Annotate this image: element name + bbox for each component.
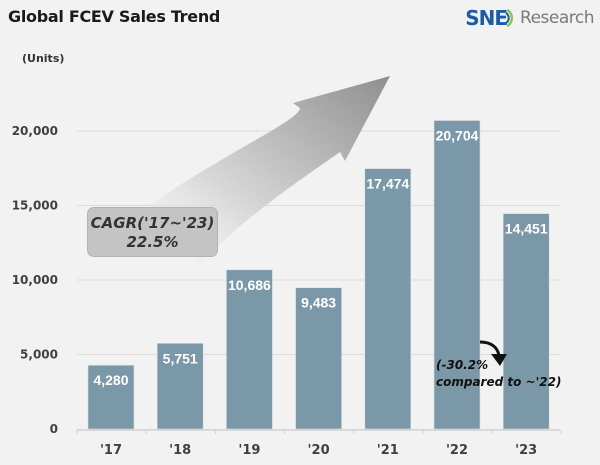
y-axis-unit-label: (Units) <box>22 52 65 65</box>
y-tick-label: 0 <box>50 422 58 436</box>
x-tick-label: '23 <box>515 443 537 458</box>
y-tick-label: 20,000 <box>12 124 58 138</box>
x-tick-label: '20 <box>308 443 330 458</box>
x-tick-label: '19 <box>238 443 260 458</box>
bar-23 <box>502 213 550 430</box>
logo-brand: SNE <box>465 6 508 30</box>
logo-arc-icon <box>505 7 519 29</box>
x-tick-label: '18 <box>169 443 191 458</box>
x-tick-label: '22 <box>446 443 468 458</box>
y-tick-label: 10,000 <box>12 273 58 287</box>
y-tick-label: 15,000 <box>12 199 58 213</box>
bar-value-label: 4,280 <box>93 372 128 388</box>
bar-value-label: 10,686 <box>228 277 271 293</box>
cagr-period: CAGR('17~'23) <box>90 214 215 232</box>
decline-arrow-icon <box>479 340 507 366</box>
bar-value-label: 20,704 <box>436 128 479 144</box>
x-axis: '17 '18 '19 '20 '21 '22 '23 <box>76 429 562 458</box>
x-tick-label: '17 <box>100 443 122 458</box>
bar-value-label: 5,751 <box>163 350 198 366</box>
bar-20 <box>295 287 342 430</box>
cagr-value: 22.5% <box>126 233 179 251</box>
y-axis: 0 5,000 10,000 15,000 20,000 <box>12 124 58 436</box>
sne-research-logo: SNE Research <box>465 6 594 30</box>
cagr-callout: CAGR('17~'23) 22.5% <box>87 207 218 257</box>
bar-value-label: 9,483 <box>301 295 336 311</box>
bar-value-label: 17,474 <box>366 176 409 192</box>
logo-suffix: Research <box>520 8 594 28</box>
bar-value-label: 14,451 <box>505 221 548 237</box>
decline-note: compared to ~'22) <box>436 375 562 389</box>
decline-callout: (-30.2% compared to ~'22) <box>436 357 561 391</box>
bar-19 <box>226 269 273 430</box>
y-tick-label: 5,000 <box>20 348 58 362</box>
bar-18 <box>156 343 204 430</box>
bar-17 <box>87 364 135 430</box>
bar-21 <box>364 168 412 430</box>
bar-22 <box>433 120 481 430</box>
decline-percent: (-30.2% <box>436 358 489 372</box>
bars: 4,280 5,751 10,686 9,483 17,474 20,704 14,451 <box>87 120 550 430</box>
x-tick-label: '21 <box>377 443 399 458</box>
chart-title: Global FCEV Sales Trend <box>8 7 221 26</box>
